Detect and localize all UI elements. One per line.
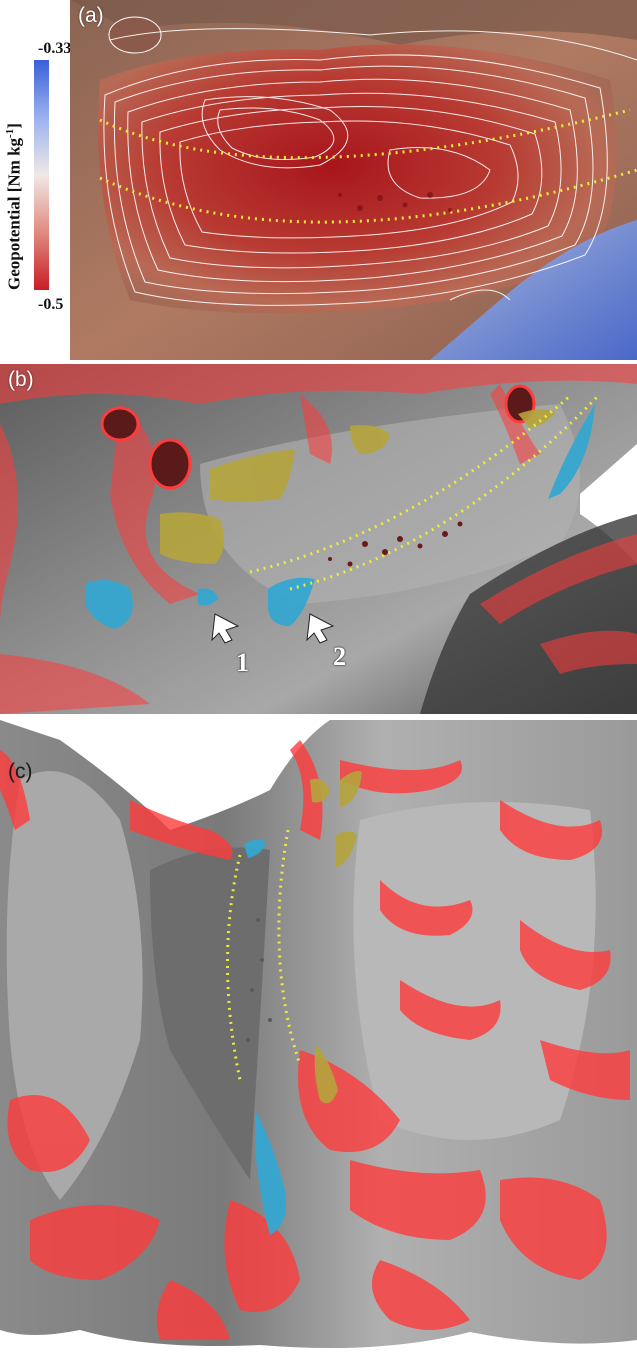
geopotential-colorbar: -0.33 -0.5 Geopotential [Nm kg-1] — [0, 0, 72, 360]
arrow-1-number: 1 — [236, 648, 249, 677]
panel-c-image — [0, 720, 637, 1355]
panel-b-label: (b) — [8, 368, 34, 391]
colorbar-max-label: -0.33 — [38, 40, 72, 57]
panel-c-slope-map: (c) — [0, 720, 637, 1355]
panel-a-label: (a) — [78, 4, 104, 27]
colorbar-gradient — [34, 60, 49, 290]
panel-c-label: (c) — [8, 760, 33, 783]
colorbar-title: Geopotential [Nm kg-1] — [4, 123, 24, 290]
colorbar-min-label: -0.5 — [38, 296, 64, 313]
guide-line-left — [226, 854, 242, 1081]
panel-a-image — [70, 0, 637, 360]
arrow-2 — [306, 613, 335, 644]
panel-b-image — [0, 364, 637, 714]
arrow-2-number: 2 — [333, 642, 346, 671]
arrow-1 — [211, 613, 240, 644]
panel-a-geopotential-map: (a) — [70, 0, 637, 360]
panel-b-slope-map: (b) 1 2 — [0, 364, 637, 714]
